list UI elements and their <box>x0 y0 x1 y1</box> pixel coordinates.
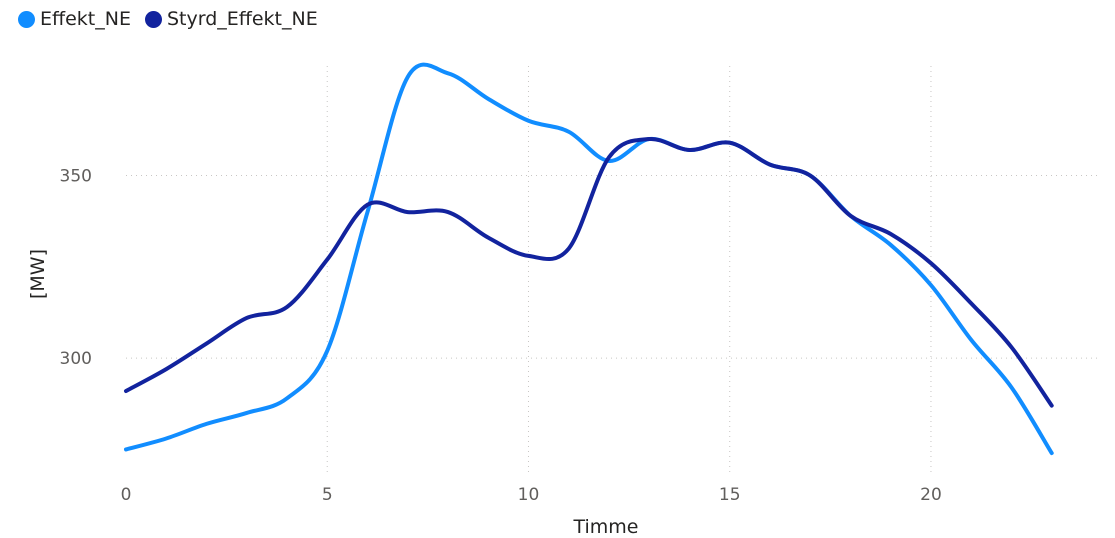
x-tick-label: 15 <box>719 485 741 505</box>
legend-label-series-2: Styrd_Effekt_NE <box>166 8 318 30</box>
legend: Effekt_NE Styrd_Effekt_NE <box>18 8 318 30</box>
x-tick-label: 0 <box>121 485 132 505</box>
legend-item-series-2[interactable]: Styrd_Effekt_NE <box>144 8 318 30</box>
legend-label-series-1: Effekt_NE <box>40 8 131 30</box>
x-axis-title: Timme <box>572 516 638 538</box>
legend-marker-series-2 <box>144 10 162 28</box>
legend-marker-series-1 <box>18 10 35 28</box>
series-line-1[interactable] <box>124 62 1054 456</box>
y-tick-label: 350 <box>60 167 92 187</box>
x-tick-label: 10 <box>518 485 540 505</box>
series-lines <box>124 62 1054 456</box>
x-tick-label: 20 <box>920 485 942 505</box>
legend-item-series-1[interactable]: Effekt_NE <box>18 8 131 30</box>
x-axis-ticks: 0 5 10 15 20 <box>121 485 942 505</box>
y-axis-ticks: 300 350 <box>60 167 92 370</box>
series-line-2[interactable] <box>124 137 1054 408</box>
gridlines <box>126 66 1100 475</box>
y-axis-title: [MW] <box>27 249 49 299</box>
x-tick-label: 5 <box>322 485 333 505</box>
y-tick-label: 300 <box>60 349 92 369</box>
